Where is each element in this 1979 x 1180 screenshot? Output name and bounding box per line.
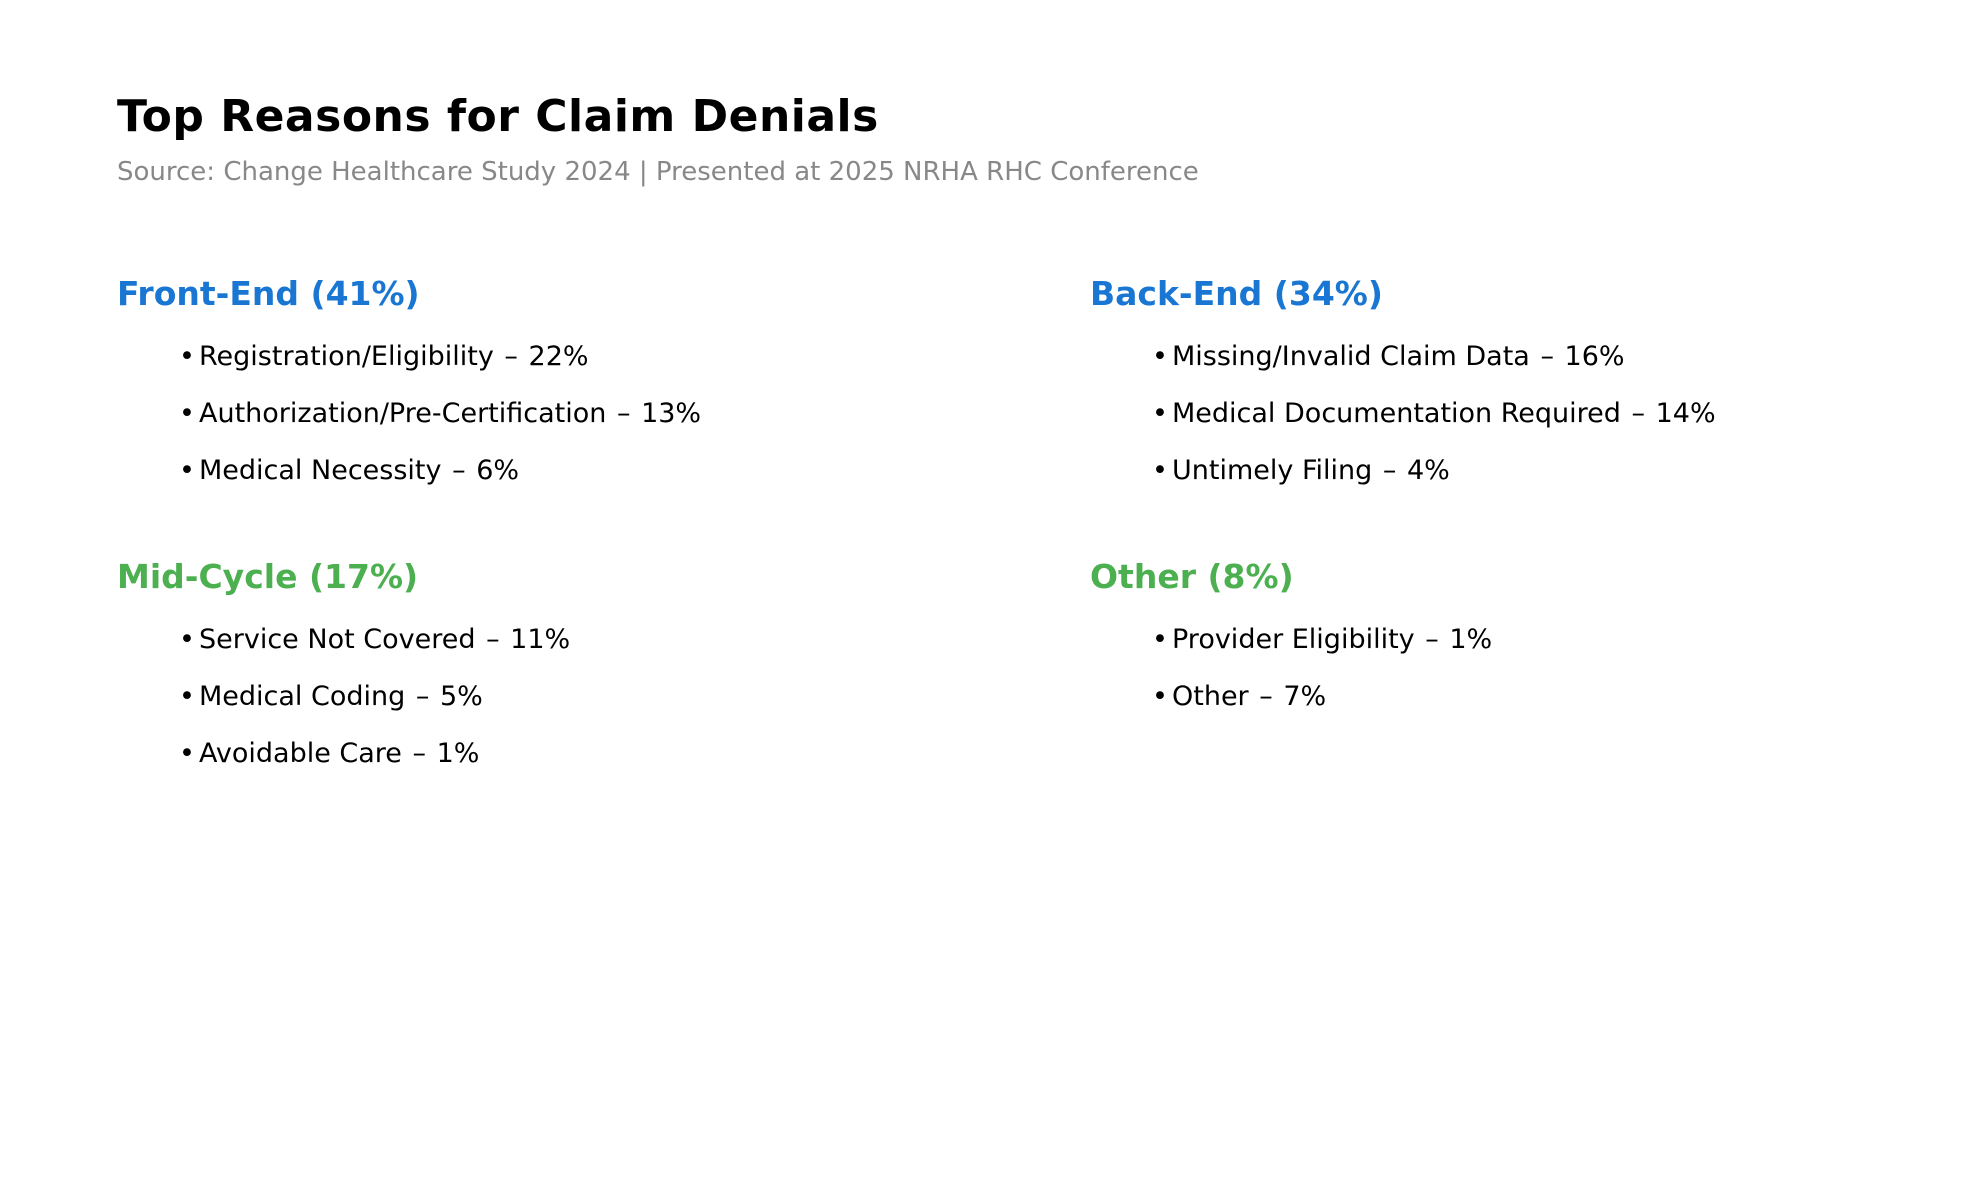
item-value: 6% xyxy=(476,454,520,486)
item-separator: – xyxy=(1259,680,1273,712)
item-value: 22% xyxy=(528,340,589,372)
item-value: 11% xyxy=(510,623,571,655)
list-item: • Other – 7% xyxy=(1152,668,1939,725)
item-list-other: • Provider Eligibility – 1% • Other – 7% xyxy=(1152,611,1939,725)
item-label: Missing/Invalid Claim Data xyxy=(1172,340,1530,372)
item-separator: – xyxy=(1540,340,1554,372)
list-item: • Medical Necessity – 6% xyxy=(179,442,1090,499)
item-separator: – xyxy=(452,454,466,486)
item-value: 7% xyxy=(1283,680,1327,712)
source-subtitle: Source: Change Healthcare Study 2024 | P… xyxy=(117,156,1199,187)
item-label: Medical Necessity xyxy=(199,454,442,486)
item-label: Medical Coding xyxy=(199,680,406,712)
bullet-icon: • xyxy=(179,397,195,429)
bullet-icon: • xyxy=(1152,623,1168,655)
item-value: 16% xyxy=(1564,340,1625,372)
bullet-icon: • xyxy=(179,340,195,372)
item-label: Avoidable Care xyxy=(199,737,402,769)
list-item: • Provider Eligibility – 1% xyxy=(1152,611,1939,668)
section-heading-back-end: Back-End (34%) xyxy=(1090,273,1383,313)
bullet-icon: • xyxy=(179,454,195,486)
item-value: 1% xyxy=(436,737,480,769)
bullet-icon: • xyxy=(1152,397,1168,429)
list-item: • Untimely Filing – 4% xyxy=(1152,442,1939,499)
list-item: • Medical Coding – 5% xyxy=(179,668,1090,725)
item-separator: – xyxy=(1425,623,1439,655)
section-front-end: Front-End (41%) • Registration/Eligibilit… xyxy=(117,274,1090,499)
item-separator: – xyxy=(1382,454,1397,486)
section-other: Other (8%) • Provider Eligibility – 1% • O… xyxy=(1090,557,1939,725)
list-item: • Service Not Covered – 11% xyxy=(179,611,1090,668)
item-value: 14% xyxy=(1655,397,1716,429)
item-label: Medical Documentation Required xyxy=(1172,397,1621,429)
item-label: Registration/Eligibility xyxy=(199,340,494,372)
item-value: 4% xyxy=(1406,454,1450,486)
section-back-end: Back-End (34%) • Missing/Invalid Claim Da… xyxy=(1090,274,1939,499)
section-heading-mid-cycle: Mid-Cycle (17%) xyxy=(117,556,419,596)
item-label: Provider Eligibility xyxy=(1172,623,1415,655)
item-label: Authorization/Pre-Certification xyxy=(199,397,607,429)
item-list-back-end: • Missing/Invalid Claim Data – 16% • Medic… xyxy=(1152,328,1939,499)
item-separator: – xyxy=(412,737,427,769)
item-separator: – xyxy=(415,680,430,712)
page-title: Top Reasons for Claim Denials xyxy=(117,91,879,142)
section-heading-other: Other (8%) xyxy=(1090,556,1294,596)
bullet-icon: • xyxy=(1152,340,1168,372)
item-separator: – xyxy=(616,397,631,429)
item-label: Other xyxy=(1172,680,1249,712)
bullet-icon: • xyxy=(1152,454,1168,486)
item-label: Untimely Filing xyxy=(1172,454,1373,486)
item-value: 13% xyxy=(641,397,702,429)
list-item: • Missing/Invalid Claim Data – 16% xyxy=(1152,328,1939,385)
list-item: • Registration/Eligibility – 22% xyxy=(179,328,1090,385)
list-item: • Authorization/Pre-Certification – 13% xyxy=(179,385,1090,442)
list-item: • Medical Documentation Required – 14% xyxy=(1152,385,1939,442)
item-separator: – xyxy=(504,340,518,372)
bullet-icon: • xyxy=(179,737,195,769)
item-label: Service Not Covered xyxy=(199,623,476,655)
item-separator: – xyxy=(1631,397,1646,429)
item-separator: – xyxy=(486,623,500,655)
item-value: 5% xyxy=(439,680,483,712)
item-list-mid-cycle: • Service Not Covered – 11% • Medical Codi… xyxy=(179,611,1090,782)
list-item: • Avoidable Care – 1% xyxy=(179,725,1090,782)
section-heading-front-end: Front-End (41%) xyxy=(117,273,420,313)
bullet-icon: • xyxy=(179,680,195,712)
item-list-front-end: • Registration/Eligibility – 22% • Authori… xyxy=(179,328,1090,499)
sections-grid: Front-End (41%) • Registration/Eligibilit… xyxy=(117,274,1939,782)
bullet-icon: • xyxy=(179,623,195,655)
section-mid-cycle: Mid-Cycle (17%) • Service Not Covered – 1… xyxy=(117,557,1090,782)
bullet-icon: • xyxy=(1152,680,1168,712)
item-value: 1% xyxy=(1449,623,1493,655)
